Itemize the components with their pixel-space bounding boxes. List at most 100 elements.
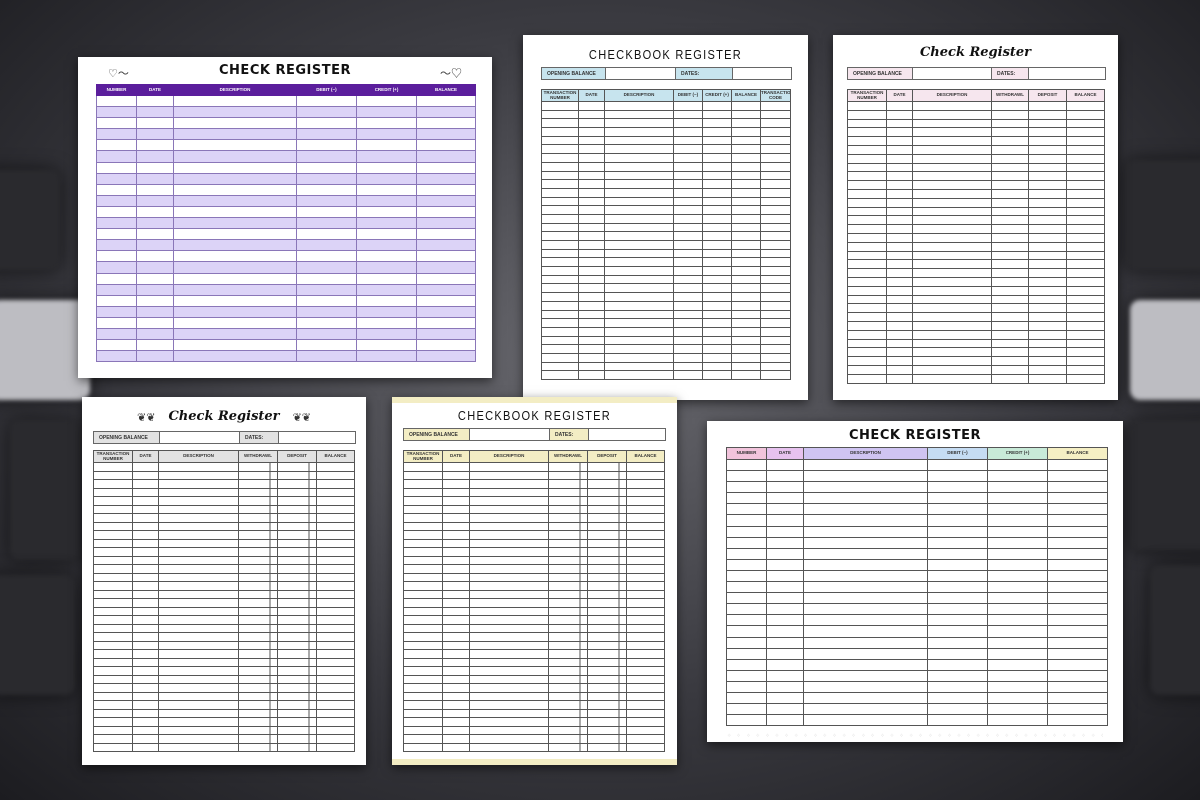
table-cell[interactable] xyxy=(136,239,174,252)
table-cell[interactable] xyxy=(578,370,605,380)
table-cell[interactable] xyxy=(927,703,988,716)
table-cell[interactable] xyxy=(416,161,476,174)
table-cell[interactable] xyxy=(604,213,674,224)
table-cell[interactable] xyxy=(356,161,417,174)
table-cell[interactable] xyxy=(731,153,761,163)
table-cell[interactable] xyxy=(991,224,1029,234)
table-cell[interactable] xyxy=(760,344,791,354)
table-cell[interactable] xyxy=(912,259,992,270)
table-cell[interactable] xyxy=(673,205,703,215)
table-cell[interactable] xyxy=(766,569,804,583)
table-cell[interactable] xyxy=(158,572,239,582)
table-cell[interactable] xyxy=(587,530,627,540)
table-cell[interactable] xyxy=(316,734,355,744)
table-cell[interactable] xyxy=(136,183,174,196)
table-row[interactable] xyxy=(847,259,1105,270)
table-cell[interactable] xyxy=(766,525,804,538)
table-cell[interactable] xyxy=(587,470,627,480)
table-cell[interactable] xyxy=(277,683,317,693)
table-cell[interactable] xyxy=(912,144,992,155)
table-cell[interactable] xyxy=(987,703,1048,716)
table-row[interactable] xyxy=(403,691,665,701)
table-cell[interactable] xyxy=(987,691,1048,705)
table-cell[interactable] xyxy=(158,547,239,557)
table-cell[interactable] xyxy=(541,170,579,181)
table-cell[interactable] xyxy=(673,135,703,146)
table-row[interactable] xyxy=(403,742,665,752)
table-cell[interactable] xyxy=(296,228,357,241)
table-cell[interactable] xyxy=(927,470,988,483)
table-row[interactable] xyxy=(96,327,476,341)
table-cell[interactable] xyxy=(416,194,476,207)
table-cell[interactable] xyxy=(886,215,913,226)
table-cell[interactable] xyxy=(766,714,804,727)
table-cell[interactable] xyxy=(886,364,913,375)
table-cell[interactable] xyxy=(803,603,928,616)
table-cell[interactable] xyxy=(469,504,549,514)
table-cell[interactable] xyxy=(1066,320,1105,331)
table-cell[interactable] xyxy=(578,187,605,198)
table-cell[interactable] xyxy=(991,241,1029,252)
table-cell[interactable] xyxy=(1047,503,1108,516)
table-cell[interactable] xyxy=(626,708,665,718)
table-cell[interactable] xyxy=(132,496,159,506)
table-cell[interactable] xyxy=(548,649,588,659)
table-cell[interactable] xyxy=(1047,558,1108,571)
table-cell[interactable] xyxy=(731,326,761,337)
table-cell[interactable] xyxy=(673,283,703,294)
table-cell[interactable] xyxy=(766,558,804,571)
table-cell[interactable] xyxy=(296,350,357,363)
table-cell[interactable] xyxy=(1047,569,1108,583)
table-cell[interactable] xyxy=(238,547,278,557)
table-cell[interactable] xyxy=(991,188,1029,199)
table-cell[interactable] xyxy=(987,625,1048,638)
table-row[interactable] xyxy=(726,680,1108,693)
table-cell[interactable] xyxy=(991,320,1029,331)
table-cell[interactable] xyxy=(1028,276,1067,287)
table-cell[interactable] xyxy=(296,239,357,252)
table-cell[interactable] xyxy=(403,589,443,599)
table-cell[interactable] xyxy=(626,555,665,565)
table-row[interactable] xyxy=(726,492,1108,505)
table-cell[interactable] xyxy=(442,649,470,659)
table-cell[interactable] xyxy=(548,632,588,642)
table-cell[interactable] xyxy=(158,470,239,480)
table-row[interactable] xyxy=(93,717,355,727)
table-cell[interactable] xyxy=(731,196,761,207)
table-cell[interactable] xyxy=(886,171,913,182)
table-cell[interactable] xyxy=(136,172,174,185)
table-cell[interactable] xyxy=(587,657,627,667)
table-cell[interactable] xyxy=(987,669,1048,682)
table-cell[interactable] xyxy=(803,680,928,693)
table-cell[interactable] xyxy=(927,625,988,638)
table-row[interactable] xyxy=(403,572,665,582)
table-cell[interactable] xyxy=(702,127,732,137)
table-cell[interactable] xyxy=(93,521,133,531)
table-cell[interactable] xyxy=(548,564,588,574)
table-cell[interactable] xyxy=(803,669,928,682)
table-cell[interactable] xyxy=(604,326,674,337)
table-cell[interactable] xyxy=(132,623,159,633)
table-cell[interactable] xyxy=(416,106,476,119)
table-cell[interactable] xyxy=(673,187,703,198)
table-cell[interactable] xyxy=(403,564,443,574)
table-cell[interactable] xyxy=(296,94,357,108)
table-cell[interactable] xyxy=(847,162,887,173)
table-cell[interactable] xyxy=(587,538,627,548)
table-cell[interactable] xyxy=(673,179,703,189)
table-cell[interactable] xyxy=(726,636,767,649)
table-cell[interactable] xyxy=(96,172,137,185)
table-cell[interactable] xyxy=(442,606,470,616)
table-cell[interactable] xyxy=(991,162,1029,173)
table-cell[interactable] xyxy=(604,161,674,172)
table-cell[interactable] xyxy=(927,581,988,594)
table-cell[interactable] xyxy=(1028,197,1067,208)
table-cell[interactable] xyxy=(136,161,174,174)
table-cell[interactable] xyxy=(316,717,355,727)
table-cell[interactable] xyxy=(1047,614,1108,627)
table-cell[interactable] xyxy=(760,101,791,111)
table-row[interactable] xyxy=(726,669,1108,682)
table-cell[interactable] xyxy=(587,462,627,472)
table-cell[interactable] xyxy=(766,458,804,472)
table-cell[interactable] xyxy=(760,274,791,285)
